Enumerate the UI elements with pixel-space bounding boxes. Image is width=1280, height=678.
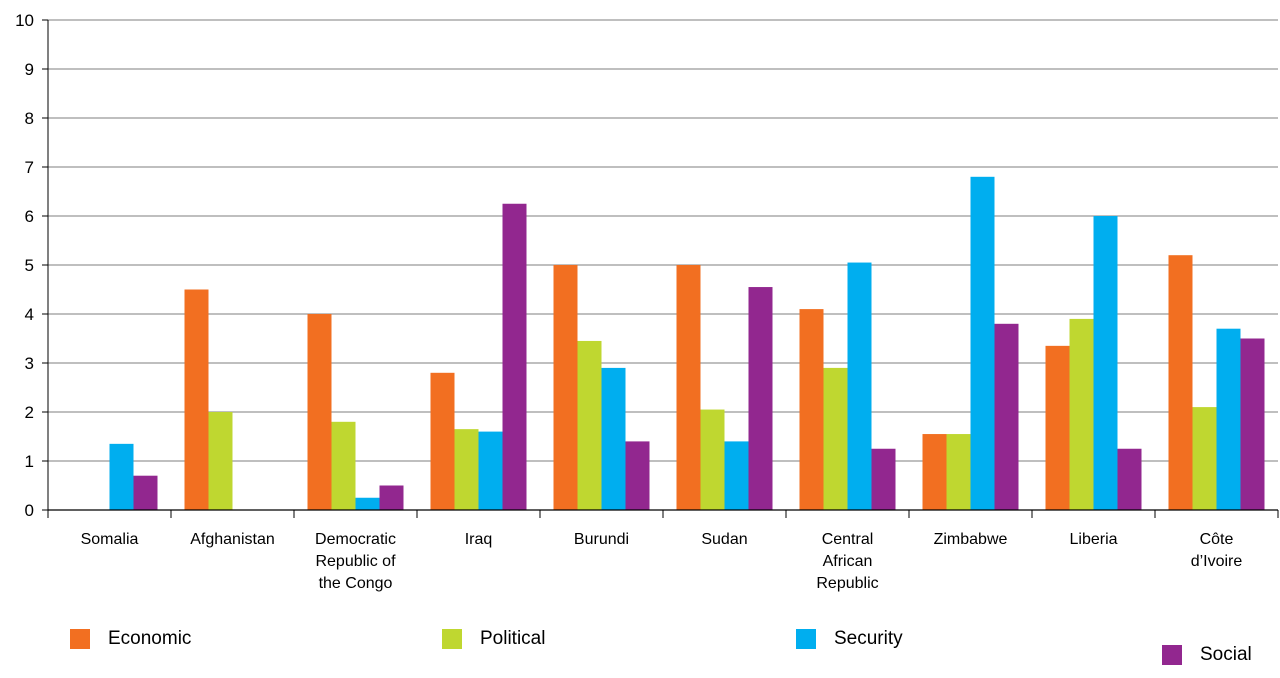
bar-political: [700, 409, 725, 510]
legend-item-security: Security: [796, 628, 903, 650]
bar-social: [994, 323, 1019, 510]
y-tick-label: 7: [25, 158, 34, 177]
x-category-label: Côte d’Ivoire: [1191, 531, 1243, 570]
bar-political: [823, 367, 848, 510]
bar-security: [1093, 216, 1118, 510]
bar-political: [454, 429, 479, 510]
x-category-label: Liberia: [1069, 531, 1117, 548]
x-category-line: Côte: [1200, 531, 1234, 548]
x-category-line: Central: [822, 531, 874, 548]
bar-economic: [430, 372, 455, 510]
bar-economic: [799, 309, 824, 510]
x-category-line: the Congo: [319, 575, 393, 592]
bar-political: [946, 434, 971, 510]
x-category-line: Republic of: [315, 553, 396, 570]
bar-social: [502, 203, 527, 510]
bar-economic: [1168, 255, 1193, 510]
y-tick-label: 4: [25, 305, 34, 324]
bar-political: [331, 421, 356, 510]
legend-label-social: Social: [1200, 644, 1252, 665]
bar-social: [625, 441, 650, 510]
x-category-line: d’Ivoire: [1191, 553, 1243, 570]
bar-security: [478, 431, 503, 510]
x-category-line: Republic: [816, 575, 878, 592]
bar-security: [601, 367, 626, 510]
x-category-line: Iraq: [465, 531, 493, 548]
y-tick-label: 1: [25, 452, 34, 471]
bar-political: [1192, 407, 1217, 510]
bar-security: [1216, 328, 1241, 510]
bar-economic: [307, 314, 332, 510]
x-category-line: Liberia: [1069, 531, 1117, 548]
x-category-line: African: [823, 553, 873, 570]
bar-social: [871, 448, 896, 510]
bar-political: [208, 412, 233, 510]
y-tick-label: 6: [25, 207, 34, 226]
bar-economic: [1045, 345, 1070, 510]
x-category-label: Zimbabwe: [934, 531, 1008, 548]
bar-social: [1117, 448, 1142, 510]
legend-item-social: Social: [1162, 644, 1252, 666]
x-category-line: Somalia: [81, 531, 139, 548]
x-category-label: Iraq: [465, 531, 493, 548]
x-category-line: Democratic: [315, 531, 396, 548]
x-category-label: Afghanistan: [190, 531, 275, 548]
bar-social: [133, 475, 158, 510]
x-category-line: Burundi: [574, 531, 629, 548]
y-tick-label: 9: [25, 60, 34, 79]
legend-swatch-political: [442, 629, 462, 649]
x-axis-categories: Somalia Afghanistan Democratic Republic of t…: [81, 531, 1243, 592]
y-tick-label: 5: [25, 256, 34, 275]
legend-label-security: Security: [834, 628, 903, 649]
gridlines: [48, 19, 1278, 462]
y-tick-label: 2: [25, 403, 34, 422]
x-category-label: Burundi: [574, 531, 629, 548]
y-tick-label: 3: [25, 354, 34, 373]
bar-political: [577, 340, 602, 510]
y-tick-label: 8: [25, 109, 34, 128]
bar-economic: [676, 265, 701, 510]
bar-security: [109, 443, 134, 510]
bar-economic: [922, 434, 947, 510]
x-category-label: Central African Republic: [816, 531, 878, 592]
x-category-label: Sudan: [701, 531, 747, 548]
y-tick-label: 10: [15, 11, 34, 30]
bar-social: [748, 287, 773, 510]
legend-label-economic: Economic: [108, 628, 192, 649]
bar-political: [1069, 318, 1094, 510]
bar-security: [355, 497, 380, 510]
legend-swatch-social: [1162, 645, 1182, 665]
legend-item-political: Political: [442, 628, 545, 650]
bar-economic: [553, 265, 578, 510]
x-category-line: Afghanistan: [190, 531, 275, 548]
axes: [47, 20, 1279, 518]
legend-swatch-security: [796, 629, 816, 649]
x-category-line: Sudan: [701, 531, 747, 548]
y-axis-ticks: 0 1 2 3 4 5 6 7 8 9 10: [15, 11, 48, 520]
bar-security: [970, 176, 995, 511]
legend-swatch-economic: [70, 629, 90, 649]
legend-label-political: Political: [480, 628, 546, 649]
bar-social: [379, 485, 404, 510]
legend-item-economic: Economic: [70, 628, 191, 650]
x-category-label: Somalia: [81, 531, 139, 548]
bars: [109, 176, 1265, 511]
bar-security: [724, 441, 749, 510]
x-category-label: Democratic Republic of the Congo: [315, 531, 396, 592]
x-category-line: Zimbabwe: [934, 531, 1008, 548]
y-tick-label: 0: [25, 501, 34, 520]
bar-social: [1240, 338, 1265, 510]
bar-security: [847, 262, 872, 510]
bar-economic: [184, 289, 209, 510]
